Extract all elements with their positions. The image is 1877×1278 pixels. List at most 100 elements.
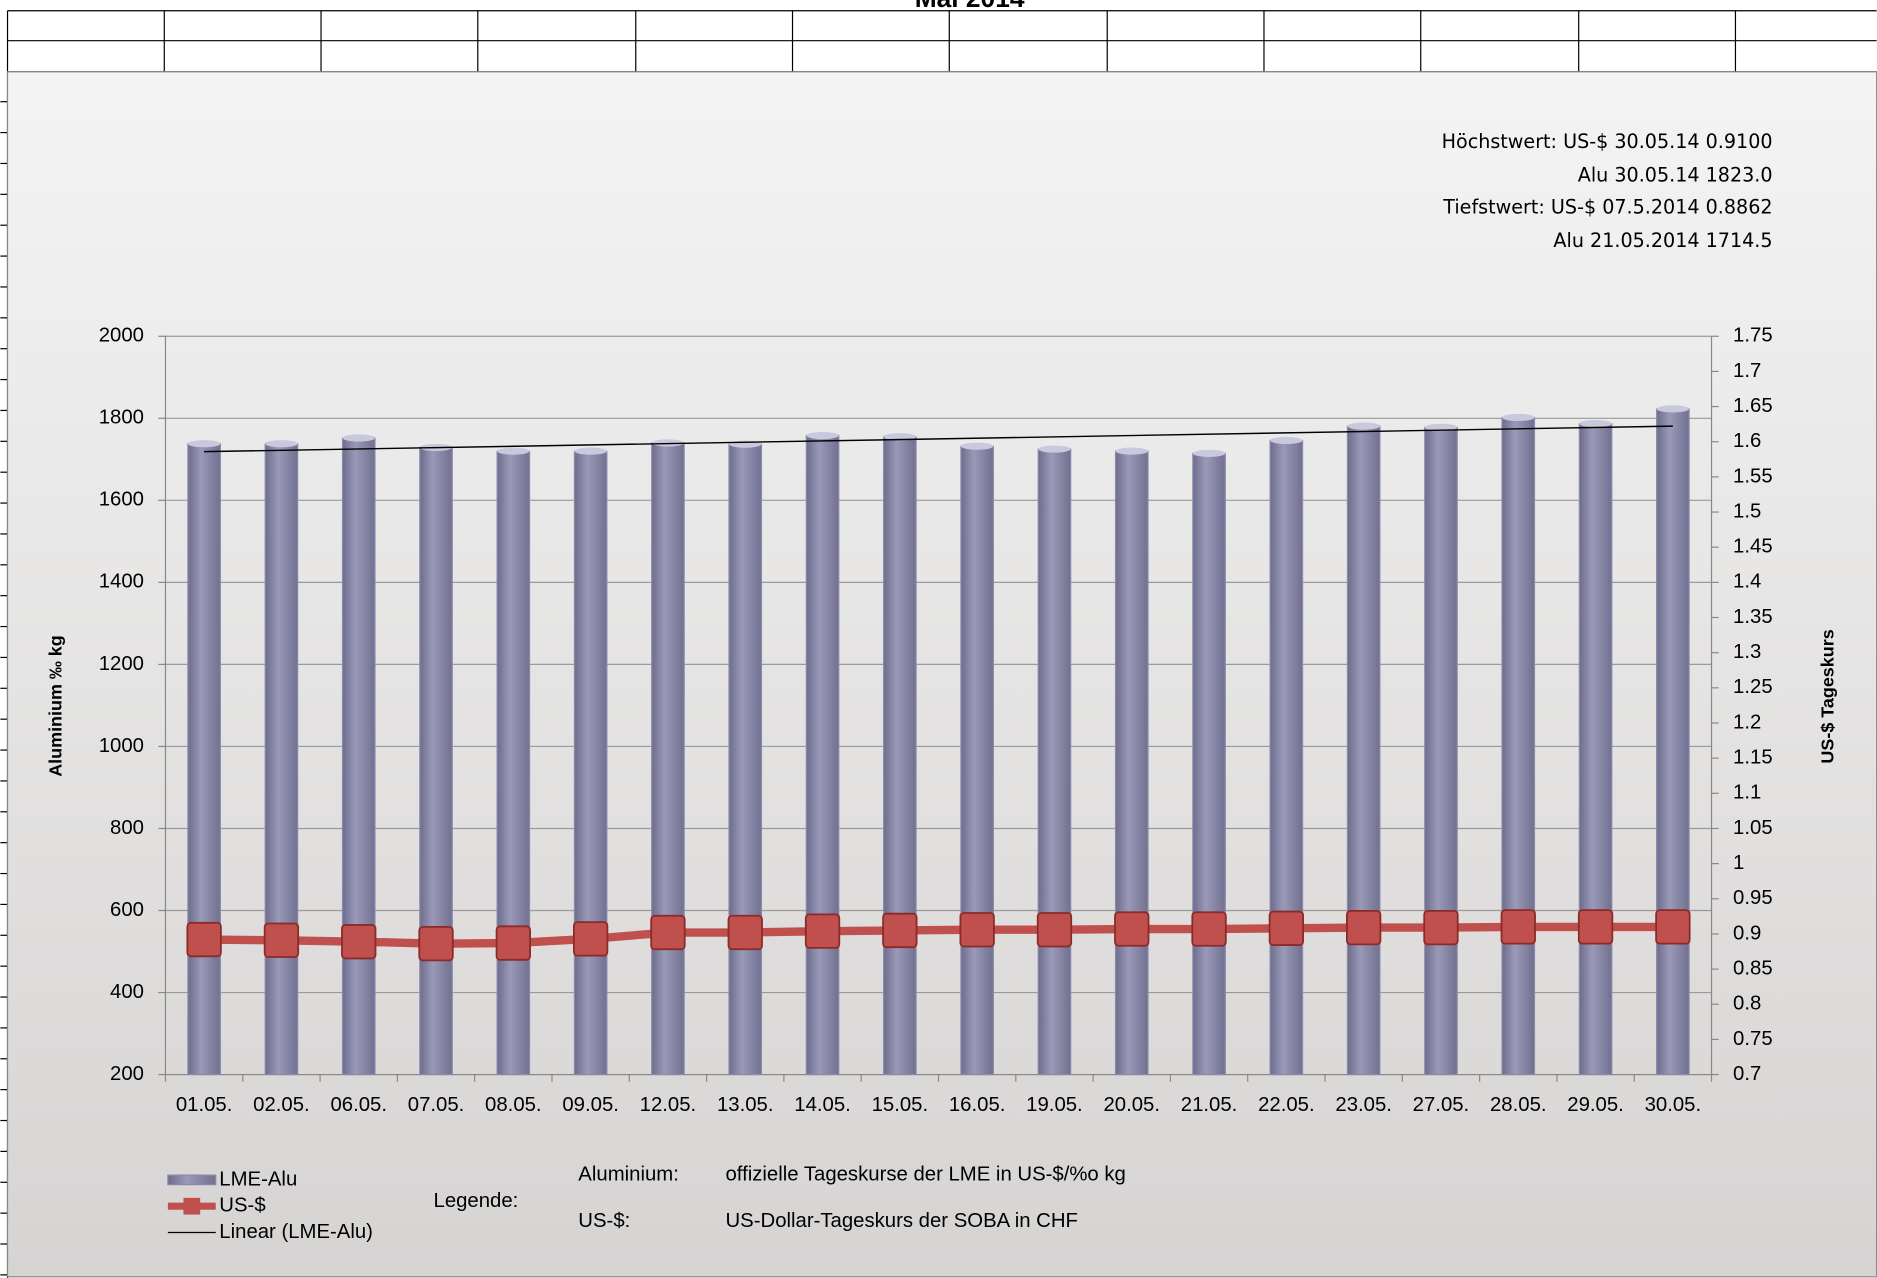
x-tick-label: 29.05. bbox=[1567, 1094, 1624, 1116]
y2-tick-label: 1.15 bbox=[1733, 747, 1773, 769]
bar-cap bbox=[1579, 420, 1612, 428]
bar bbox=[728, 443, 763, 1076]
y2-tick-label: 1.35 bbox=[1733, 606, 1773, 628]
bar bbox=[1346, 425, 1381, 1076]
legend-label: US-$ bbox=[219, 1195, 265, 1217]
bar bbox=[1269, 439, 1304, 1076]
x-tick-label: 01.05. bbox=[176, 1094, 233, 1116]
y-tick-label: 2000 bbox=[99, 325, 144, 347]
chart-area bbox=[6, 71, 1877, 1278]
bar-cap bbox=[574, 447, 607, 455]
x-tick-label: 19.05. bbox=[1026, 1094, 1083, 1116]
y2-tick-label: 0.75 bbox=[1733, 1028, 1773, 1050]
bar bbox=[187, 443, 221, 1076]
y2-tick-label: 0.85 bbox=[1733, 957, 1773, 979]
y-tick-label: 1600 bbox=[99, 489, 144, 511]
bar bbox=[960, 445, 994, 1076]
x-tick-label: 07.05. bbox=[408, 1094, 465, 1116]
x-tick-label: 09.05. bbox=[562, 1094, 619, 1116]
marker bbox=[1346, 909, 1382, 946]
bar-cap bbox=[187, 440, 221, 448]
annotation: Tiefstwert: US-$ 07.5.2014 0.8862 bbox=[1442, 196, 1772, 219]
marker bbox=[959, 912, 995, 948]
marker bbox=[1268, 910, 1305, 946]
y2-tick-label: 1.65 bbox=[1733, 395, 1773, 417]
bar-cap bbox=[1502, 413, 1535, 422]
y-tick-label: 1800 bbox=[99, 407, 144, 429]
bar bbox=[264, 443, 299, 1076]
bar bbox=[573, 450, 608, 1076]
annotation: Alu 21.05.2014 1714.5 bbox=[1553, 229, 1772, 252]
y2-tick-label: 1.5 bbox=[1733, 500, 1761, 522]
y-tick-label: 200 bbox=[110, 1063, 144, 1085]
bar bbox=[651, 442, 685, 1076]
bar-cap bbox=[265, 440, 298, 448]
legend-swatch bbox=[183, 1197, 201, 1215]
y-tick-label: 600 bbox=[110, 899, 144, 921]
marker bbox=[418, 925, 454, 962]
bar bbox=[1578, 423, 1613, 1076]
x-tick-label: 23.05. bbox=[1335, 1094, 1392, 1116]
marker bbox=[263, 922, 300, 958]
y2-tick-label: 1.45 bbox=[1733, 536, 1773, 558]
y2-tick-label: 1.3 bbox=[1733, 641, 1761, 663]
bar-cap bbox=[1347, 422, 1380, 430]
x-tick-label: 20.05. bbox=[1103, 1094, 1160, 1116]
legend-label: LME-Alu bbox=[219, 1168, 297, 1190]
y-tick-label: 1200 bbox=[99, 653, 144, 675]
y2-tick-label: 1.2 bbox=[1733, 711, 1761, 733]
y2-tick-label: 0.7 bbox=[1733, 1063, 1761, 1085]
bar-cap bbox=[1424, 423, 1458, 431]
bar bbox=[1424, 426, 1458, 1076]
x-tick-label: 28.05. bbox=[1490, 1094, 1547, 1116]
marker bbox=[1577, 909, 1614, 945]
x-tick-label: 14.05. bbox=[794, 1094, 851, 1116]
y2-tick-label: 0.9 bbox=[1733, 922, 1761, 944]
bar-cap bbox=[1192, 449, 1226, 457]
marker bbox=[804, 913, 841, 949]
y2-tick-label: 1.75 bbox=[1733, 325, 1773, 347]
marker bbox=[341, 924, 377, 960]
bar bbox=[1037, 448, 1072, 1076]
marker bbox=[1191, 911, 1227, 947]
y2-tick-label: 1.4 bbox=[1733, 571, 1761, 593]
bar bbox=[419, 446, 453, 1076]
bar-cap bbox=[960, 442, 994, 450]
x-tick-label: 22.05. bbox=[1258, 1094, 1315, 1116]
legend-label: Linear (LME-Alu) bbox=[219, 1221, 373, 1243]
legend-swatch bbox=[167, 1174, 217, 1186]
x-tick-label: 06.05. bbox=[330, 1094, 387, 1116]
marker bbox=[1500, 909, 1536, 945]
y2-tick-label: 0.95 bbox=[1733, 887, 1773, 909]
marker bbox=[727, 914, 763, 951]
y-axis-title: Aluminium ‰ kg bbox=[45, 635, 65, 777]
x-tick-label: 21.05. bbox=[1181, 1094, 1238, 1116]
bar bbox=[1114, 450, 1149, 1076]
notes-heading: Legende: bbox=[434, 1190, 519, 1212]
x-tick-label: 15.05. bbox=[872, 1094, 929, 1116]
annotation: Alu 30.05.14 1823.0 bbox=[1578, 163, 1773, 186]
marker bbox=[1423, 909, 1459, 946]
bar-cap bbox=[1270, 436, 1303, 445]
bar bbox=[496, 450, 531, 1076]
chart-title: Mai 2014 bbox=[915, 0, 1025, 13]
bar bbox=[1656, 408, 1690, 1076]
x-tick-label: 16.05. bbox=[949, 1094, 1006, 1116]
x-tick-label: 13.05. bbox=[717, 1094, 774, 1116]
bar bbox=[1501, 416, 1536, 1076]
y-tick-label: 1400 bbox=[99, 571, 144, 593]
bar-cap bbox=[497, 447, 530, 455]
bar bbox=[883, 436, 917, 1076]
y-tick-label: 800 bbox=[110, 817, 144, 839]
bar-cap bbox=[1656, 405, 1690, 413]
note-text: offizielle Tageskurse der LME in US-$/%o… bbox=[726, 1163, 1126, 1185]
y2-tick-label: 1.6 bbox=[1733, 430, 1761, 452]
x-tick-label: 08.05. bbox=[485, 1094, 542, 1116]
marker bbox=[572, 921, 609, 957]
note-key: Aluminium: bbox=[578, 1163, 679, 1185]
y2-tick-label: 1.7 bbox=[1733, 360, 1761, 382]
note-key: US-$: bbox=[578, 1210, 630, 1232]
y2-tick-label: 1.25 bbox=[1733, 676, 1773, 698]
